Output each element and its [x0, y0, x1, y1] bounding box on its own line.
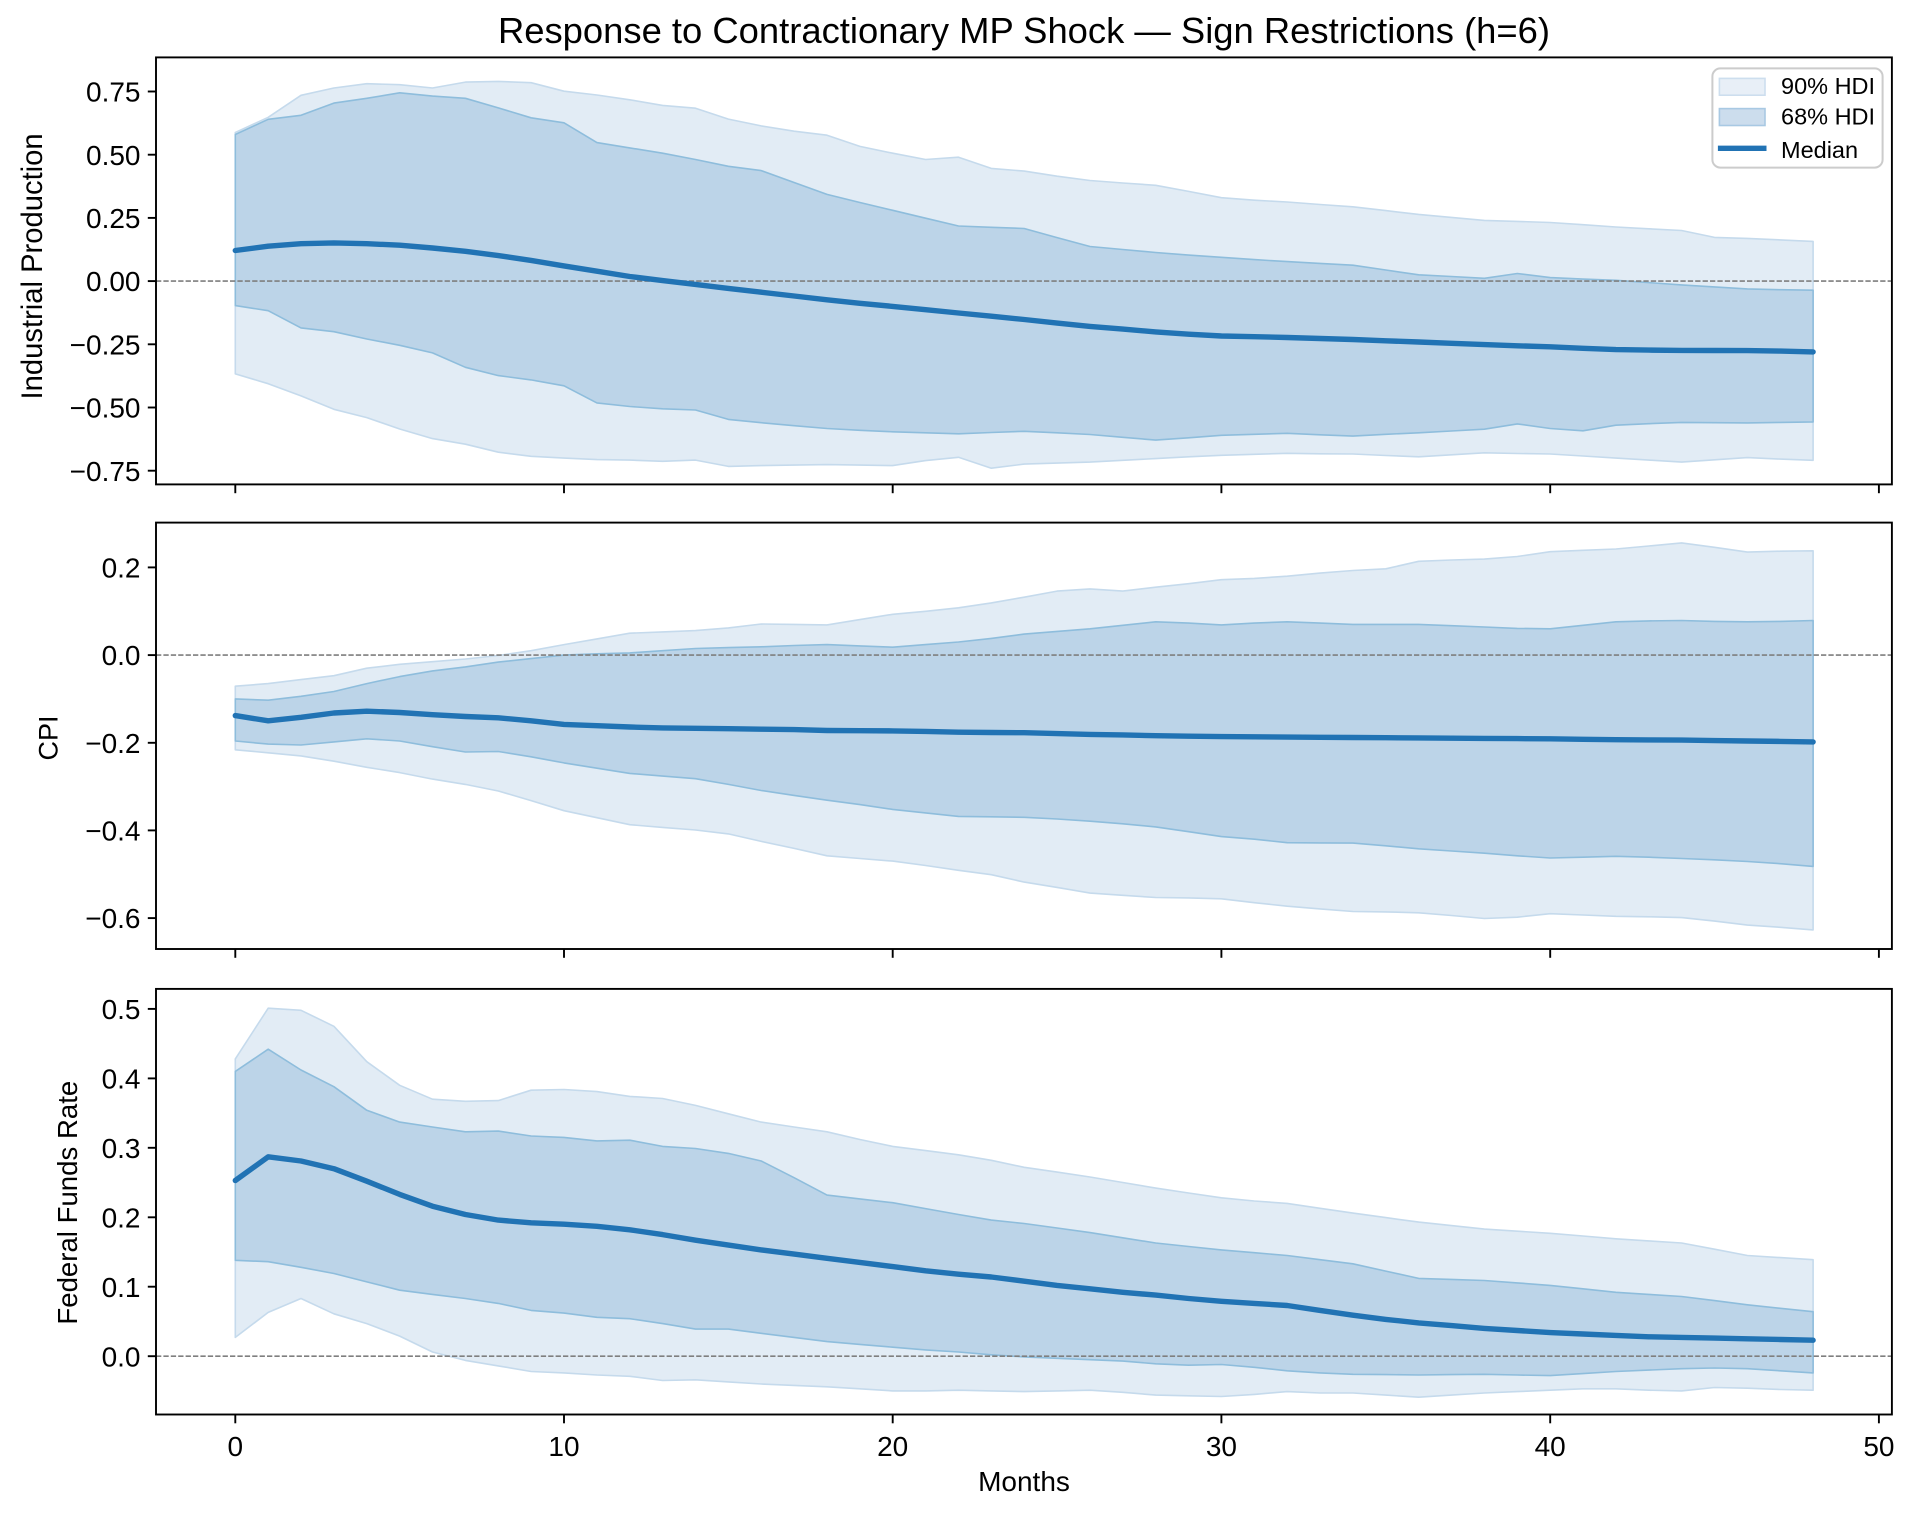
- svg-text:40: 40: [1535, 1431, 1566, 1462]
- svg-text:CPI: CPI: [34, 715, 64, 760]
- svg-text:30: 30: [1206, 1431, 1237, 1462]
- svg-text:0.25: 0.25: [86, 203, 141, 234]
- svg-text:−0.4: −0.4: [85, 816, 140, 847]
- svg-text:68% HDI: 68% HDI: [1781, 104, 1875, 130]
- svg-text:0.00: 0.00: [86, 266, 141, 297]
- svg-text:−0.25: −0.25: [70, 329, 141, 360]
- svg-text:Months: Months: [978, 1466, 1070, 1497]
- svg-text:−0.6: −0.6: [85, 903, 140, 934]
- svg-text:0.3: 0.3: [102, 1133, 141, 1164]
- svg-text:0.1: 0.1: [102, 1272, 141, 1303]
- svg-text:Federal Funds Rate: Federal Funds Rate: [52, 1081, 83, 1325]
- svg-text:0.50: 0.50: [86, 140, 141, 171]
- svg-text:−0.50: −0.50: [70, 393, 141, 424]
- svg-text:50: 50: [1863, 1431, 1894, 1462]
- svg-text:0.0: 0.0: [102, 640, 141, 671]
- svg-text:−0.75: −0.75: [70, 456, 141, 487]
- svg-text:10: 10: [548, 1431, 579, 1462]
- svg-text:0.4: 0.4: [102, 1064, 141, 1095]
- svg-text:0.5: 0.5: [102, 994, 141, 1025]
- svg-text:0: 0: [228, 1431, 244, 1462]
- svg-text:Industrial Production: Industrial Production: [17, 133, 49, 399]
- svg-text:Response to Contractionary MP: Response to Contractionary MP Shock — Si…: [498, 10, 1550, 51]
- svg-text:Median: Median: [1781, 137, 1858, 163]
- svg-text:−0.2: −0.2: [85, 728, 140, 759]
- svg-text:0.2: 0.2: [102, 1202, 141, 1233]
- svg-text:20: 20: [877, 1431, 908, 1462]
- svg-text:90% HDI: 90% HDI: [1781, 73, 1875, 99]
- svg-text:0.75: 0.75: [86, 77, 141, 108]
- svg-text:0.2: 0.2: [102, 553, 141, 584]
- svg-text:0.0: 0.0: [102, 1341, 141, 1372]
